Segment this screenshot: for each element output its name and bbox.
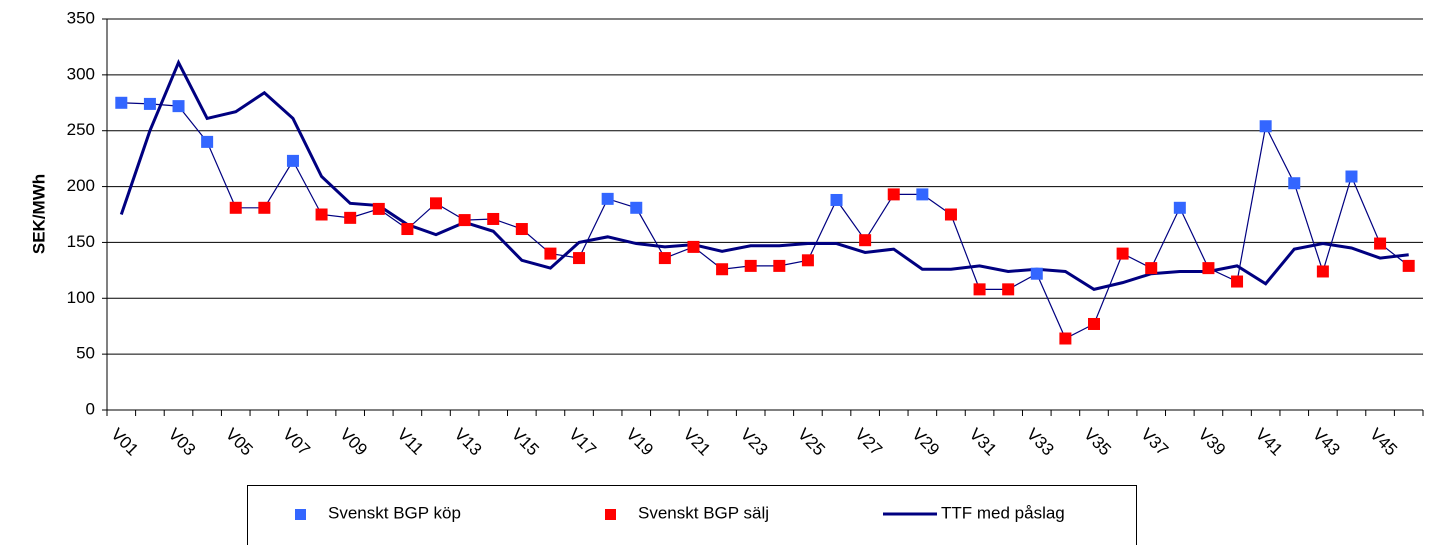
marker: [1030, 267, 1043, 280]
legend-box: [247, 485, 1137, 545]
marker: [573, 252, 586, 265]
marker: [1088, 317, 1100, 330]
x-tick-label: V09: [336, 425, 371, 460]
y-tick-label: 300: [67, 64, 95, 83]
x-tick-label: V43: [1309, 425, 1344, 460]
legend-label: Svenskt BGP köp: [328, 503, 461, 522]
marker: [658, 252, 671, 265]
marker: [830, 193, 843, 206]
x-tick-label: V31: [966, 425, 1001, 460]
marker: [430, 197, 442, 210]
legend-marker: [295, 509, 306, 520]
marker: [515, 223, 528, 236]
marker: [1202, 262, 1215, 275]
marker: [172, 100, 185, 113]
legend-marker: [605, 509, 616, 520]
marker: [401, 223, 414, 236]
x-tick-label: V21: [679, 425, 714, 460]
marker: [544, 247, 557, 260]
x-tick-label: V07: [279, 425, 314, 460]
marker: [344, 211, 357, 224]
x-tick-label: V13: [451, 425, 486, 460]
legend-label: TTF med påslag: [941, 503, 1065, 522]
x-tick-label: V45: [1366, 425, 1401, 460]
y-tick-label: 200: [67, 176, 95, 195]
marker: [201, 135, 214, 148]
x-tick-label: V27: [851, 425, 886, 460]
y-tick-label: 350: [67, 8, 95, 27]
marker: [1059, 332, 1072, 345]
marker: [601, 192, 614, 205]
x-tick-label: V11: [393, 425, 427, 459]
marker: [115, 96, 128, 109]
marker: [1402, 259, 1415, 272]
marker: [944, 208, 957, 221]
marker: [258, 201, 271, 214]
marker: [801, 254, 814, 267]
marker: [716, 263, 729, 276]
marker: [1259, 120, 1272, 133]
marker: [1231, 275, 1244, 288]
marker: [916, 188, 929, 201]
y-tick-label: 250: [67, 120, 95, 139]
marker: [143, 97, 156, 110]
x-tick-label: V39: [1194, 425, 1229, 460]
marker: [1288, 177, 1301, 190]
y-axis-label: SEK/MWh: [29, 174, 48, 254]
marker: [1145, 262, 1158, 275]
x-tick-label: V33: [1023, 425, 1058, 460]
y-tick-label: 50: [76, 344, 95, 363]
marker: [1345, 170, 1358, 183]
marker: [773, 259, 786, 272]
x-tick-label: V25: [794, 425, 829, 460]
marker: [229, 201, 242, 214]
x-tick-label: V15: [508, 425, 543, 460]
marker: [630, 201, 643, 214]
marker: [887, 188, 900, 201]
marker: [286, 154, 299, 167]
x-tick-label: V01: [107, 425, 142, 460]
x-tick-label: V17: [565, 425, 600, 460]
marker: [973, 283, 986, 296]
marker: [1116, 247, 1129, 260]
x-tick-label: V19: [622, 425, 657, 460]
marker: [1002, 283, 1015, 296]
marker: [1316, 265, 1329, 278]
y-tick-label: 150: [67, 232, 95, 251]
x-tick-label: V37: [1137, 425, 1172, 460]
marker: [859, 234, 872, 247]
x-tick-label: V35: [1080, 425, 1115, 460]
marker: [372, 202, 385, 215]
legend-label: Svenskt BGP sälj: [638, 503, 769, 522]
marker: [1374, 237, 1387, 250]
x-tick-label: V05: [222, 425, 257, 460]
y-tick-label: 100: [67, 288, 95, 307]
marker: [487, 212, 500, 225]
marker: [315, 208, 328, 221]
x-tick-label: V41: [1252, 425, 1287, 460]
marker: [744, 259, 757, 272]
marker: [687, 240, 700, 253]
y-tick-label: 0: [86, 399, 95, 418]
x-tick-label: V03: [165, 425, 200, 460]
marker: [458, 214, 471, 227]
ttf-line: [119, 59, 1409, 291]
x-tick-label: V23: [737, 425, 772, 460]
bgp-connector: [121, 102, 1410, 340]
marker: [1173, 201, 1186, 214]
x-tick-label: V29: [908, 425, 943, 460]
